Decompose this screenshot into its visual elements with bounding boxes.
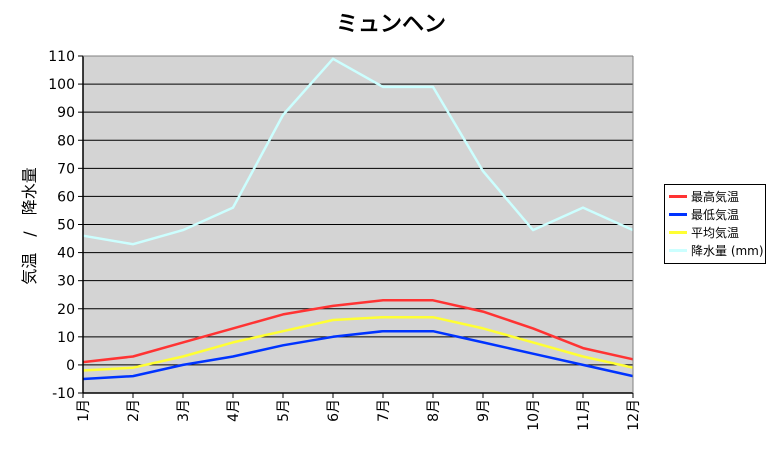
legend-swatch [669, 212, 687, 216]
y-axis-ticks: -10 0 10 20 30 40 50 60 70 80 90 100 110 [48, 49, 83, 402]
legend-item: 平均気温 [669, 223, 761, 241]
y-tick-label: 80 [57, 133, 75, 149]
y-tick-label: -10 [52, 386, 75, 402]
x-tick-label: 12月 [626, 399, 642, 431]
legend-item: 最低気温 [669, 205, 761, 223]
x-tick-label: 8月 [426, 399, 442, 422]
x-tick-label: 6月 [326, 399, 342, 422]
series-line-4 [82, 57, 634, 246]
x-tick-label: 5月 [276, 399, 292, 422]
series-lines [82, 57, 634, 381]
legend-label: 最低気温 [691, 207, 740, 222]
y-tick-label: 100 [48, 77, 75, 93]
legend: 最高気温最低気温平均気温降水量 (mm) [664, 184, 766, 264]
legend-label: 平均気温 [691, 225, 740, 240]
y-tick-label: 40 [57, 246, 75, 262]
y-tick-label: 30 [57, 274, 75, 290]
x-tick-label: 10月 [526, 399, 542, 431]
legend-item: 降水量 (mm) [669, 241, 764, 259]
y-tick-label: 0 [66, 358, 75, 374]
legend-label: 降水量 (mm) [691, 243, 764, 258]
legend-label: 最高気温 [691, 189, 740, 204]
legend-swatch [669, 248, 687, 252]
series-line-3 [82, 315, 634, 372]
y-tick-label: 110 [48, 49, 75, 65]
y-tick-label: 50 [57, 218, 75, 234]
legend-swatch [669, 230, 687, 234]
x-tick-label: 4月 [226, 399, 242, 422]
x-tick-label: 2月 [126, 399, 142, 422]
legend-item: 最高気温 [669, 187, 761, 205]
series-line-1 [82, 299, 634, 364]
y-tick-label: 10 [57, 330, 75, 346]
x-tick-label: 3月 [176, 399, 192, 422]
x-tick-label: 1月 [76, 399, 92, 422]
y-tick-label: 90 [57, 105, 75, 121]
axes [82, 55, 634, 394]
chart-title: ミュンヘン [335, 12, 446, 37]
x-tick-label: 9月 [476, 399, 492, 422]
x-tick-label: 11月 [576, 399, 592, 431]
x-axis-ticks: 1月 2月 3月 4月 5月 6月 7月 8月 9月 10月 11月 12月 [76, 393, 642, 431]
y-tick-label: 60 [57, 189, 75, 205]
y-tick-label: 20 [57, 302, 75, 318]
x-tick-label: 7月 [376, 399, 392, 422]
series-line-2 [82, 329, 634, 381]
legend-swatch [669, 194, 687, 198]
y-tick-label: 70 [57, 161, 75, 177]
